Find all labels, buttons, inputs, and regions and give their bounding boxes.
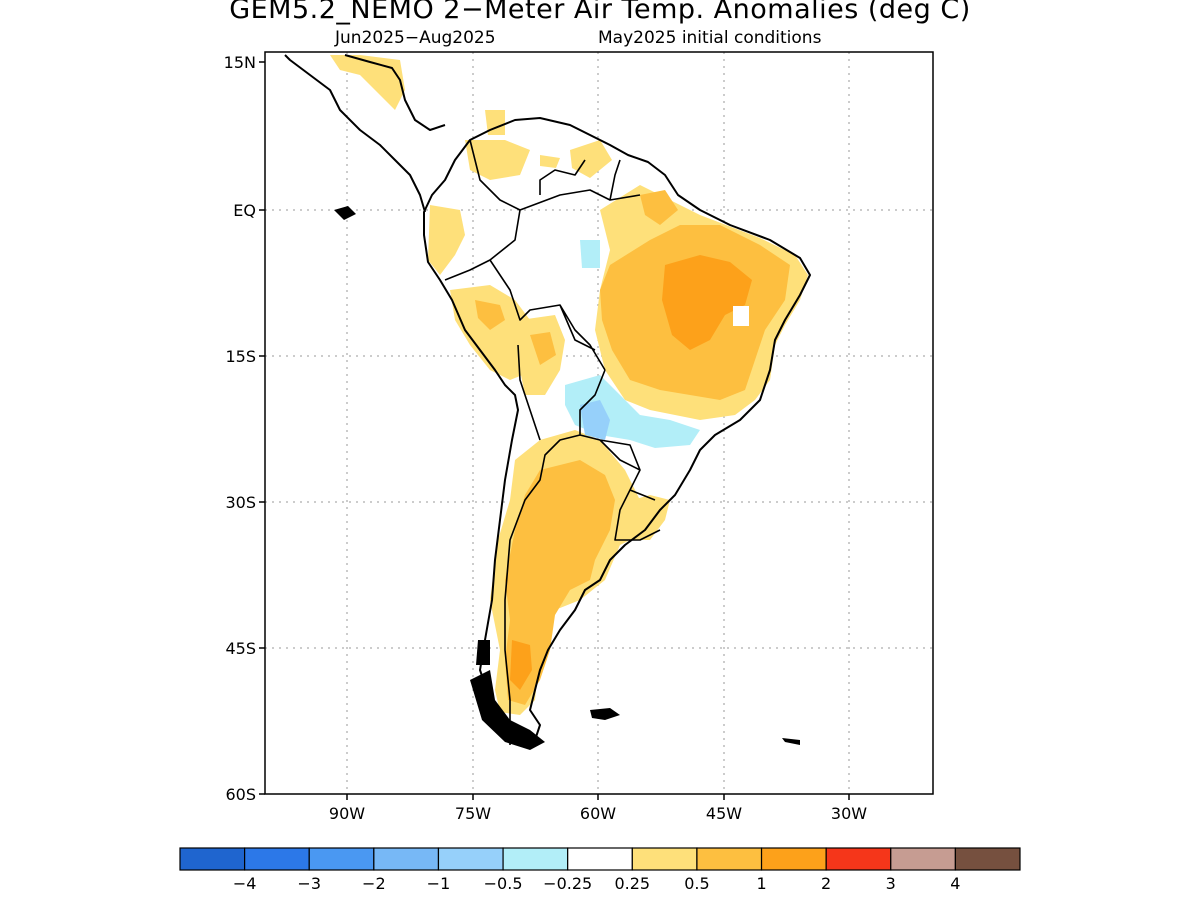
- longitude-label: 90W: [329, 804, 365, 823]
- colorbar-label: 3: [886, 874, 896, 893]
- coastlines: [284, 54, 811, 746]
- anomaly-patch: [510, 640, 532, 690]
- colorbar-label: −0.5: [484, 874, 523, 893]
- longitude-label: 45W: [706, 804, 742, 823]
- anomaly-patch: [615, 495, 670, 540]
- colorbar-swatch: [825, 847, 892, 871]
- colorbar-label: −2: [362, 874, 386, 893]
- falkland-islands: [590, 708, 620, 720]
- colorbar-swatch: [373, 847, 440, 871]
- anomaly-patch: [428, 205, 465, 275]
- colorbar-swatch: [179, 847, 246, 871]
- colorbar-swatch: [502, 847, 569, 871]
- colorbar-label: 1: [756, 874, 766, 893]
- map-title: GEM5.2_NEMO 2−Meter Air Temp. Anomalies …: [229, 0, 971, 25]
- longitude-label: 30W: [831, 804, 867, 823]
- colorbar-label: 0.25: [614, 874, 650, 893]
- colorbar-label: −0.25: [543, 874, 592, 893]
- anomaly-patch: [733, 306, 749, 326]
- latitude-label: 15S: [225, 347, 256, 366]
- latitude-label: 15N: [224, 53, 256, 72]
- anomaly-patch: [465, 140, 530, 180]
- colorbar-swatch: [954, 847, 1021, 871]
- color-bar: −4 −3 −2 −1 −0.5 −0.25 0.25 0.5 1 2 3 4: [179, 847, 1021, 893]
- colorbar-swatch: [437, 847, 504, 871]
- colorbar-swatch: [308, 847, 375, 871]
- latitude-axis: 15N EQ 15S 30S 45S 60S: [224, 53, 265, 804]
- colorbar-swatch: [244, 847, 310, 871]
- caribbean-coastline: [344, 54, 446, 131]
- latitude-label: 45S: [225, 639, 256, 658]
- map-area: [265, 52, 933, 794]
- colorbar-label: −4: [233, 874, 257, 893]
- colorbar-label: −3: [297, 874, 321, 893]
- colorbar-label: 2: [821, 874, 831, 893]
- anomaly-patch: [450, 285, 540, 380]
- anomaly-shading: [330, 55, 808, 715]
- latitude-label: 60S: [225, 785, 256, 804]
- south-georgia-island: [782, 738, 800, 745]
- anomaly-patch: [662, 255, 752, 350]
- anomaly-patch: [640, 190, 678, 225]
- tierra-del-fuego-islands: [470, 670, 545, 750]
- anomaly-patch: [330, 55, 405, 110]
- galapagos-islands: [334, 206, 356, 220]
- longitude-label: 60W: [580, 804, 616, 823]
- colorbar-swatch: [567, 847, 633, 871]
- anomaly-patch: [580, 400, 610, 440]
- chilean-archipelago: [476, 640, 490, 665]
- anomaly-patch: [580, 240, 600, 268]
- anomaly-patch: [530, 332, 556, 365]
- colorbar-swatch: [760, 847, 827, 871]
- forecast-period: Jun2025−Aug2025: [335, 28, 496, 48]
- anomaly-patch: [505, 460, 615, 705]
- anomaly-patch: [540, 155, 560, 168]
- colorbar-label: 4: [950, 874, 960, 893]
- colorbar-swatch: [631, 847, 698, 871]
- country-borders: [444, 139, 661, 745]
- latitude-label: EQ: [233, 201, 256, 220]
- colorbar-label: 0.5: [684, 874, 709, 893]
- colorbar-label: −1: [427, 874, 451, 893]
- anomaly-patch: [485, 110, 505, 135]
- colorbar-swatch: [696, 847, 763, 871]
- south-america-coastline: [423, 117, 811, 746]
- longitude-label: 75W: [455, 804, 491, 823]
- central-america-coastline: [284, 54, 426, 213]
- initial-conditions: May2025 initial conditions: [598, 28, 822, 48]
- anomaly-patch: [475, 300, 505, 330]
- longitude-axis: 90W 75W 60W 45W 30W: [329, 794, 867, 823]
- islands: [334, 206, 800, 750]
- colorbar-swatch: [890, 847, 956, 871]
- latitude-label: 30S: [225, 493, 256, 512]
- map-frame: [264, 51, 934, 795]
- anomaly-patch: [570, 140, 612, 178]
